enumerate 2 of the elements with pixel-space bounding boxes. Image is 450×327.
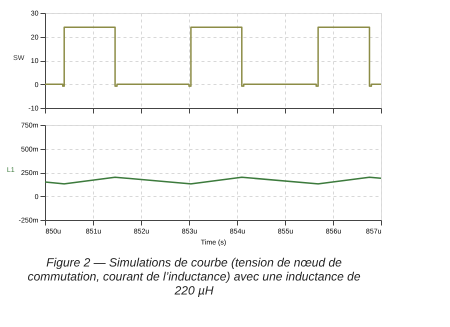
caption: Figure 2 — Simulations de courbe (tension de nœud de commutation, courant de l’inductance) avec une inductance de 220 µH bbox=[28, 256, 361, 298]
line-series bbox=[44, 176, 382, 185]
